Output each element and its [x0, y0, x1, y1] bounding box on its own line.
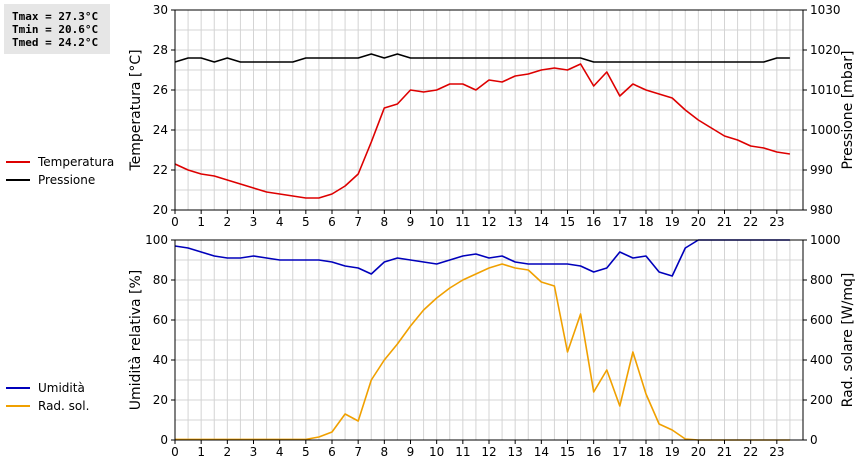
- y2-tick-label: 200: [810, 393, 833, 407]
- x-tick-label: 12: [481, 445, 496, 459]
- y2-tick-label: 990: [810, 163, 833, 177]
- x-tick-label: 4: [276, 215, 284, 229]
- x-tick-label: 22: [743, 445, 758, 459]
- x-tick-label: 1: [197, 445, 205, 459]
- y2-axis-title: Rad. solare [W/mq]: [840, 273, 856, 408]
- x-tick-label: 14: [534, 445, 549, 459]
- y-tick-label: 26: [153, 83, 168, 97]
- x-tick-label: 16: [586, 215, 601, 229]
- y2-tick-label: 1020: [810, 43, 841, 57]
- x-tick-label: 21: [717, 215, 732, 229]
- x-tick-label: 5: [302, 445, 310, 459]
- series-line-Temperatura: [174, 63, 791, 199]
- x-tick-label: 20: [691, 445, 706, 459]
- x-tick-label: 10: [429, 445, 444, 459]
- grid: [174, 239, 804, 441]
- series-line-Umidità: [174, 239, 790, 277]
- tmin-text: Tmin = 20.6°C: [12, 23, 99, 36]
- x-tick-label: 0: [171, 445, 179, 459]
- x-tick-label: 8: [381, 445, 389, 459]
- x-tick-label: 17: [612, 445, 627, 459]
- x-tick-label: 18: [638, 215, 653, 229]
- x-tick-label: 9: [407, 215, 415, 229]
- series-line-Rad. sol.: [175, 263, 790, 441]
- y2-tick-label: 0: [810, 433, 818, 447]
- y2-tick-label: 1000: [810, 233, 841, 247]
- x-tick-label: 9: [407, 445, 415, 459]
- y-tick-label: 20: [153, 393, 168, 407]
- x-tick-label: 16: [586, 445, 601, 459]
- y2-tick-label: 600: [810, 313, 833, 327]
- y-tick-label: 20: [153, 203, 168, 217]
- x-tick-label: 3: [250, 215, 258, 229]
- x-tick-label: 2: [224, 445, 232, 459]
- x-tick-label: 6: [328, 445, 336, 459]
- x-tick-label: 6: [328, 215, 336, 229]
- y-tick-label: 100: [145, 233, 168, 247]
- x-tick-label: 12: [481, 215, 496, 229]
- x-tick-label: 4: [276, 445, 284, 459]
- y-tick-label: 30: [153, 3, 168, 17]
- y-tick-label: 0: [160, 433, 168, 447]
- legend-label: Rad. sol.: [38, 399, 89, 413]
- y-tick-label: 28: [153, 43, 168, 57]
- x-tick-label: 19: [665, 215, 680, 229]
- y2-tick-label: 800: [810, 273, 833, 287]
- x-tick-label: 7: [354, 215, 362, 229]
- x-tick-label: 17: [612, 215, 627, 229]
- y-tick-label: 40: [153, 353, 168, 367]
- x-tick-label: 11: [455, 215, 470, 229]
- y2-tick-label: 1000: [810, 123, 841, 137]
- y-axis-title: Umidità relativa [%]: [128, 270, 144, 411]
- x-tick-label: 7: [354, 445, 362, 459]
- x-tick-label: 5: [302, 215, 310, 229]
- legend-label: Umidità: [38, 381, 85, 395]
- series-line-Pressione: [174, 53, 790, 63]
- x-tick-label: 10: [429, 215, 444, 229]
- x-tick-label: 0: [171, 215, 179, 229]
- y-tick-label: 60: [153, 313, 168, 327]
- grid: [174, 9, 804, 211]
- x-tick-label: 23: [769, 215, 784, 229]
- temperature-pressure-chart: 0 1 2 3 4 5 6 7 8 9 10 11 12 13 14 15 16 17 18 19 20 21 22 2320…: [6, 3, 856, 229]
- stats-box: Tmax = 27.3°C Tmin = 20.6°C Tmed = 24.2°…: [4, 4, 110, 54]
- x-tick-label: 14: [534, 215, 549, 229]
- y-tick-label: 24: [153, 123, 168, 137]
- x-tick-label: 18: [638, 445, 653, 459]
- legend-label: Pressione: [38, 173, 95, 187]
- y2-tick-label: 980: [810, 203, 833, 217]
- humidity-radiation-chart: 0 1 2 3 4 5 6 7 8 9 10 11 12 13 14 15 16 17 18 19 20 21 22 2302…: [6, 233, 856, 459]
- x-tick-label: 22: [743, 215, 758, 229]
- x-tick-label: 11: [455, 445, 470, 459]
- y2-tick-label: 1030: [810, 3, 841, 17]
- x-tick-label: 13: [508, 445, 523, 459]
- y2-tick-label: 1010: [810, 83, 841, 97]
- x-tick-label: 20: [691, 215, 706, 229]
- x-tick-label: 23: [769, 445, 784, 459]
- y2-tick-label: 400: [810, 353, 833, 367]
- x-tick-label: 15: [560, 215, 575, 229]
- x-tick-label: 2: [224, 215, 232, 229]
- tmax-text: Tmax = 27.3°C: [12, 10, 99, 23]
- legend-label: Temperatura: [37, 155, 114, 169]
- y-tick-label: 22: [153, 163, 168, 177]
- y-axis-title: Temperatura [°C]: [128, 49, 144, 171]
- tmed-text: Tmed = 24.2°C: [12, 36, 99, 49]
- y-tick-label: 80: [153, 273, 168, 287]
- x-tick-label: 8: [381, 215, 389, 229]
- x-tick-label: 3: [250, 445, 258, 459]
- x-tick-label: 13: [508, 215, 523, 229]
- x-tick-label: 1: [197, 215, 205, 229]
- x-tick-label: 19: [665, 445, 680, 459]
- x-tick-label: 21: [717, 445, 732, 459]
- y2-axis-title: Pressione [mbar]: [840, 50, 856, 169]
- x-tick-label: 15: [560, 445, 575, 459]
